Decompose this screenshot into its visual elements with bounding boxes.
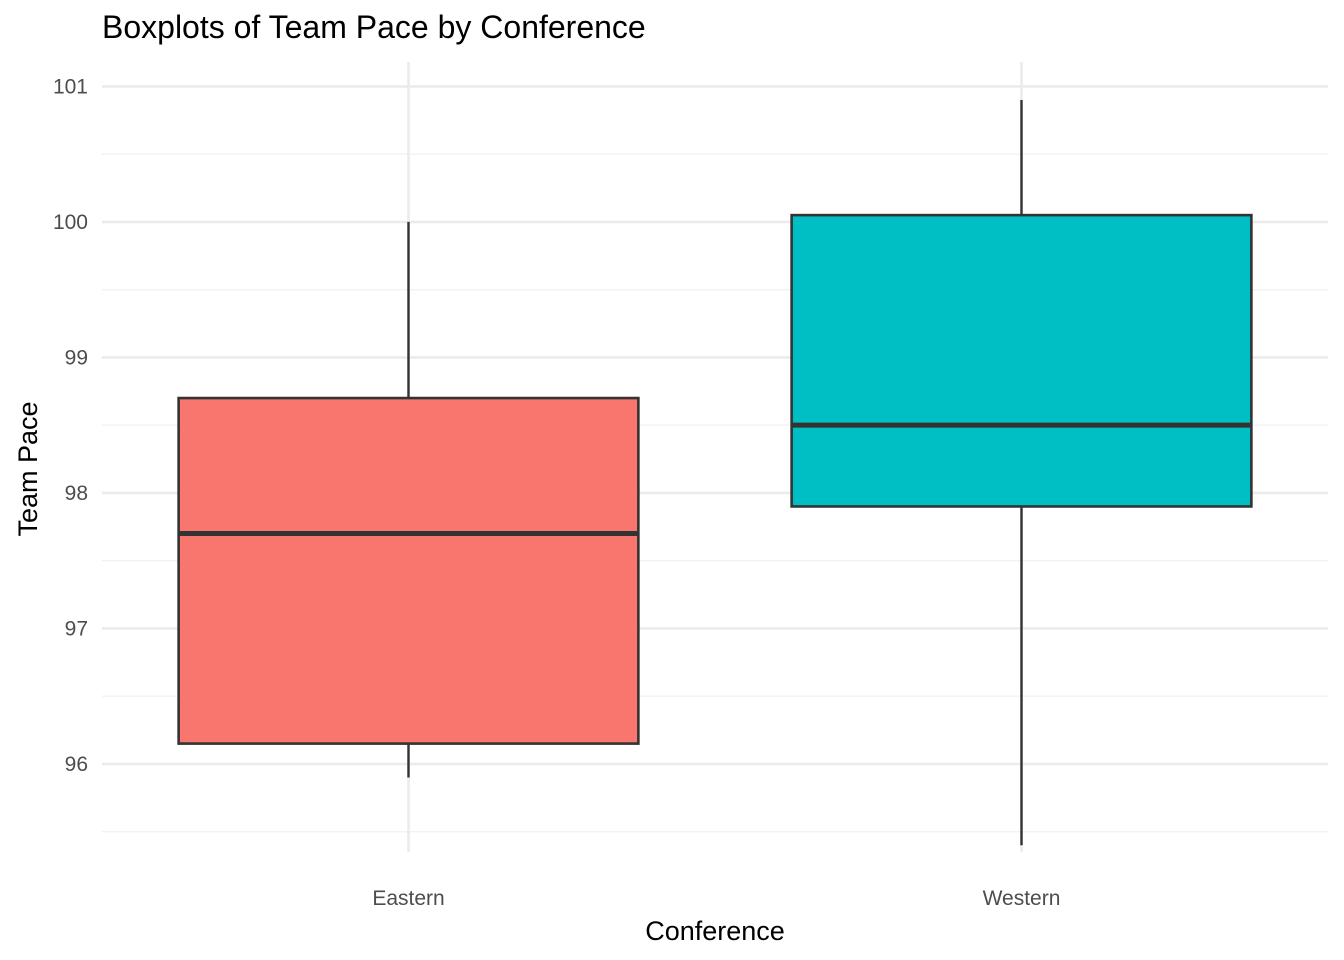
x-axis-title: Conference (645, 916, 785, 946)
y-tick-label: 97 (65, 617, 88, 640)
x-tick-label-eastern: Eastern (372, 887, 444, 910)
y-tick-label: 99 (65, 346, 88, 369)
y-tick-label: 96 (65, 753, 88, 776)
box-western (790, 213, 1253, 508)
y-tick-label: 98 (65, 482, 88, 505)
tick-layer: 96 97 98 99 100 101 Eastern Western (53, 75, 1060, 910)
box-eastern (177, 396, 640, 745)
y-axis-title: Team Pace (13, 401, 43, 536)
x-tick-label-western: Western (983, 887, 1061, 910)
chart-title: Boxplots of Team Pace by Conference (102, 9, 646, 45)
y-tick-label: 101 (53, 75, 88, 98)
y-tick-label: 100 (53, 211, 88, 234)
box-layer (177, 99, 1253, 846)
